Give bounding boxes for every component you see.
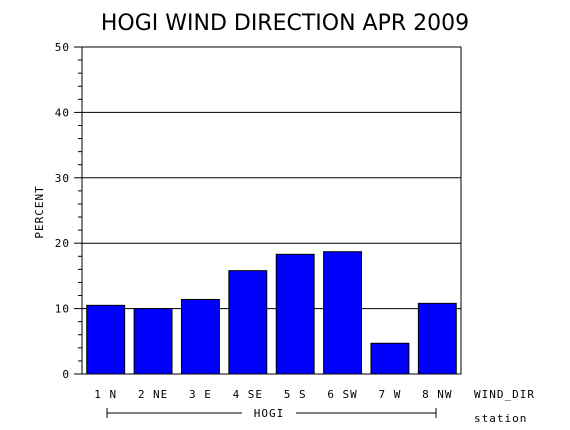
x-axis-labels: 1 N 2 NE 3 E 4 SE 5 S 6 SW 7 W 8 NW xyxy=(94,388,453,401)
bar xyxy=(370,342,410,375)
y-axis-label: PERCENT xyxy=(33,185,46,238)
gridlines xyxy=(82,111,461,310)
station-group-label: HOGI xyxy=(254,407,285,420)
bar xyxy=(228,270,268,375)
y-tick-label: 50 xyxy=(55,41,70,54)
y-tick-label: 30 xyxy=(55,172,70,185)
x-tick-label: 1 N xyxy=(94,388,117,401)
bar xyxy=(133,308,173,375)
station-axis-label: station xyxy=(474,412,527,425)
y-tick-label: 10 xyxy=(55,303,70,316)
bars xyxy=(86,251,457,375)
chart-title: HOGI WIND DIRECTION APR 2009 xyxy=(101,11,469,36)
x-tick-label: 7 W xyxy=(379,388,402,401)
plot-frame xyxy=(81,46,462,375)
x-tick-label: 2 NE xyxy=(138,388,169,401)
bar xyxy=(275,253,315,375)
y-axis: 0 10 20 30 40 50 xyxy=(55,41,82,381)
x-tick-label: 8 NW xyxy=(422,388,453,401)
station-group-bracket xyxy=(106,408,437,418)
y-tick-label: 20 xyxy=(55,237,70,250)
y-tick-label: 40 xyxy=(55,106,70,119)
x-tick-label: 6 SW xyxy=(327,388,358,401)
bar xyxy=(86,304,126,375)
x-axis-label: WIND_DIR xyxy=(474,388,535,401)
x-tick-label: 3 E xyxy=(189,388,212,401)
x-tick-label: 4 SE xyxy=(233,388,264,401)
x-tick-label: 5 S xyxy=(284,388,307,401)
bar xyxy=(323,251,363,375)
bar xyxy=(417,302,457,375)
bar xyxy=(180,298,220,375)
y-tick-label: 0 xyxy=(62,368,70,381)
